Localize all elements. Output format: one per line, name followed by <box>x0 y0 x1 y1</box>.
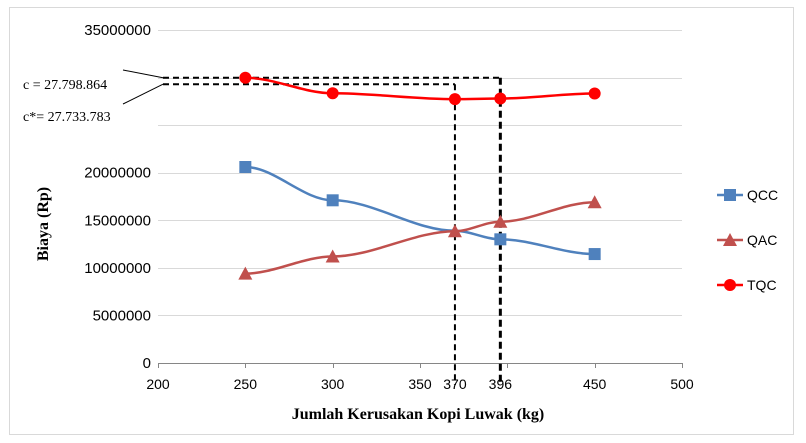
data-point-qac <box>587 195 602 209</box>
data-point-qac <box>447 224 462 238</box>
data-point-qcc <box>326 194 339 207</box>
x-tick-label: 200 <box>146 376 170 392</box>
y-tick-label: 15000000 <box>84 212 151 229</box>
data-point-qac <box>325 249 340 263</box>
data-point-tqc <box>326 87 339 100</box>
series-line-qcc <box>245 165 595 256</box>
legend-marker-qac <box>723 233 737 246</box>
data-point-qac <box>493 214 508 228</box>
y-tick-label: 20000000 <box>84 165 151 182</box>
legend-marker-qcc <box>724 189 736 201</box>
legend-label-qcc: QCC <box>747 187 778 203</box>
legend: QCC QAC TQC <box>717 187 778 293</box>
tick-labels: 0 5000000 10000000 15000000 20000000 35000000… <box>84 22 694 392</box>
legend-label-tqc: TQC <box>747 277 777 293</box>
annotation-cstar: c*= 27.733.783 <box>23 110 111 125</box>
series <box>238 71 602 280</box>
y-tick-label: 35000000 <box>84 22 151 39</box>
data-point-qcc <box>494 233 507 246</box>
x-tick-label: 396 <box>489 376 513 392</box>
data-point-qac <box>238 266 253 280</box>
data-point-tqc <box>448 93 461 106</box>
x-axis-title: Jumlah Kerusakan Kopi Luwak (kg) <box>292 406 545 423</box>
y-axis-title: Biaya (Rp) <box>35 187 52 261</box>
data-point-qcc <box>239 161 252 174</box>
x-tick-label: 300 <box>321 376 345 392</box>
axes <box>158 363 683 368</box>
x-tick-label: 500 <box>670 376 694 392</box>
x-tick-label: 250 <box>234 376 258 392</box>
y-tick-label: 10000000 <box>84 260 151 277</box>
y-tick-label: 5000000 <box>93 307 151 324</box>
annotation-c: c = 27.798.864 <box>23 78 107 93</box>
annotation-leader-cstar <box>122 83 164 105</box>
data-point-qcc <box>588 248 601 261</box>
data-point-tqc <box>239 71 252 84</box>
series-line-qac <box>245 200 595 275</box>
x-tick-label: 350 <box>408 376 432 392</box>
legend-label-qac: QAC <box>747 232 777 248</box>
data-point-tqc <box>588 87 601 100</box>
x-tick-label: 450 <box>583 376 607 392</box>
series-line-tqc <box>245 76 595 101</box>
legend-marker-tqc <box>724 279 736 291</box>
annotation-leader-c <box>122 69 164 79</box>
data-point-tqc <box>494 92 507 105</box>
y-tick-label: 0 <box>143 355 151 372</box>
x-tick-label: 370 <box>443 376 467 392</box>
annotations: c = 27.798.864 c*= 27.733.783 <box>23 69 164 125</box>
